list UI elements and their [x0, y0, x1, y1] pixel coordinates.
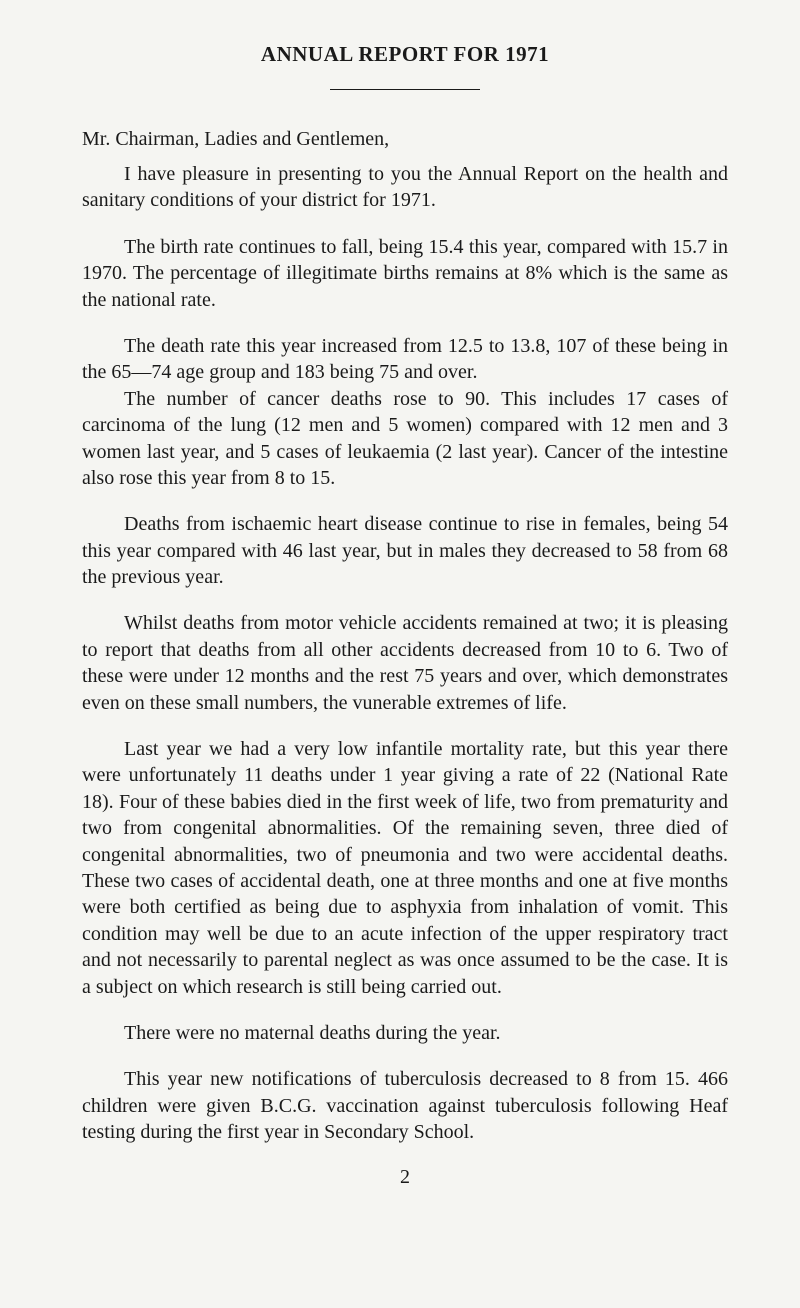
paragraph-maternal: There were no maternal deaths during the… — [82, 1020, 728, 1046]
paragraph-death-rate-a: The death rate this year increased from … — [82, 333, 728, 386]
paragraph-intro: I have pleasure in presenting to you the… — [82, 161, 728, 214]
paragraph-tuberculosis: This year new notifications of tuberculo… — [82, 1066, 728, 1145]
paragraph-accidents: Whilst deaths from motor vehicle acciden… — [82, 610, 728, 716]
salutation-line: Mr. Chairman, Ladies and Gentlemen, — [82, 128, 728, 151]
document-page: ANNUAL REPORT FOR 1971 Mr. Chairman, Lad… — [0, 0, 800, 1219]
paragraph-infantile: Last year we had a very low infantile mo… — [82, 736, 728, 1000]
paragraph-birth-rate: The birth rate continues to fall, being … — [82, 234, 728, 313]
page-title: ANNUAL REPORT FOR 1971 — [82, 42, 728, 67]
paragraph-ischaemic: Deaths from ischaemic heart disease cont… — [82, 511, 728, 590]
paragraph-death-rate-b: The number of cancer deaths rose to 90. … — [82, 386, 728, 492]
title-divider — [330, 89, 480, 90]
page-number: 2 — [82, 1166, 728, 1189]
